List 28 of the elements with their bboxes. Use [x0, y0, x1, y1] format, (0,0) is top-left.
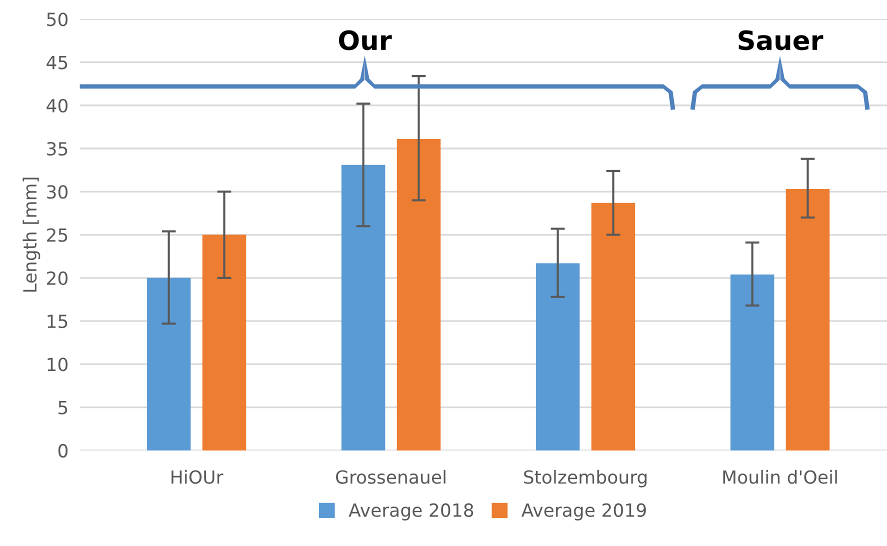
y-tick-label: 0 [58, 444, 68, 458]
legend-label: Average 2019 [521, 503, 646, 520]
y-axis-title: Length [mm] [22, 178, 40, 292]
bar [146, 278, 191, 450]
y-tick-label: 35 [47, 142, 68, 156]
y-tick-label: 10 [48, 358, 68, 372]
x-tick-label: HiOUr [172, 470, 224, 484]
annotation: Our [338, 30, 392, 50]
y-tick-label: 25 [47, 228, 68, 242]
y-tick-label: 20 [47, 271, 68, 286]
bar [396, 139, 441, 450]
bar [730, 274, 774, 450]
y-tick-label: 50 [47, 12, 68, 26]
y-tick-label: 30 [47, 185, 68, 199]
x-tick-label: Grossenauel [336, 470, 446, 484]
x-tick-label: Moulin d'Oeil [723, 470, 837, 484]
y-tick-label: 5 [58, 401, 68, 414]
y-tick-label: 15 [48, 314, 68, 328]
bar [786, 189, 830, 450]
y-tick-label: 40 [46, 98, 68, 112]
bar [341, 164, 386, 450]
y-tick-label: 45 [46, 56, 68, 70]
bar [591, 202, 636, 450]
bar [202, 234, 246, 450]
bar [536, 263, 580, 450]
legend-label: Average 2018 [348, 503, 474, 520]
annotation: Sauer [738, 30, 824, 50]
x-tick-label: Stolzembourg [524, 470, 647, 488]
